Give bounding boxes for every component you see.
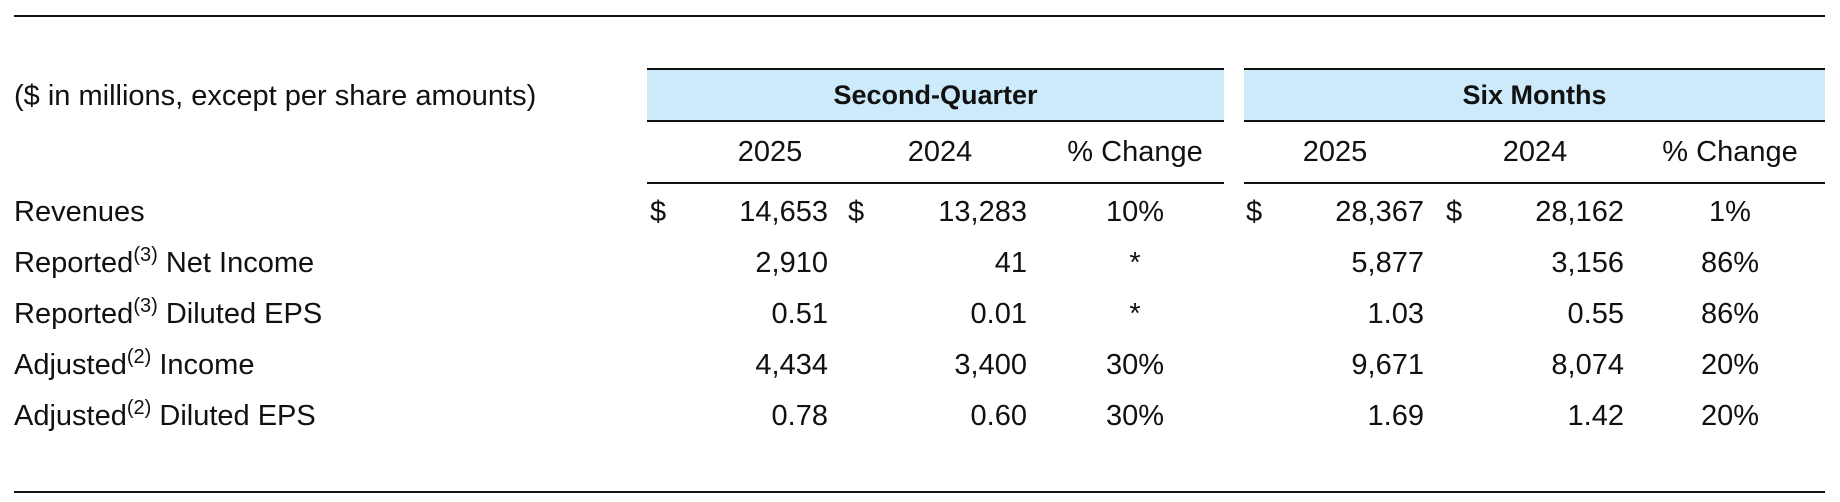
cell-s-2024: 28,162: [1535, 196, 1624, 228]
cell-q-2025: 0.51: [771, 298, 828, 330]
cell-q-2024: 3,400: [954, 349, 1027, 381]
column-header-q-2025: 2025: [737, 136, 803, 168]
units-note: ($ in millions, except per share amounts…: [14, 80, 537, 112]
table-row-adjusted-diluted-eps: Adjusted(2) Diluted EPS 0.78 0.60 30% 1.…: [0, 397, 1840, 437]
column-header-s-2024: 2024: [1502, 136, 1568, 168]
currency-symbol: $: [1246, 196, 1263, 228]
cell-q-pct-change: 10%: [1105, 196, 1165, 228]
header-rule-second-quarter: [647, 182, 1224, 184]
currency-symbol: $: [650, 196, 667, 228]
footnote-ref: (3): [133, 295, 158, 317]
cell-s-2025: 1.03: [1367, 298, 1424, 330]
cell-s-pct-change: 20%: [1700, 400, 1760, 432]
cell-s-2024: 0.55: [1567, 298, 1624, 330]
column-header-s-pct-change: % Change: [1662, 136, 1798, 168]
cell-q-pct-change: *: [1129, 247, 1141, 279]
currency-symbol: $: [1446, 196, 1463, 228]
bottom-rule: [14, 491, 1825, 493]
row-label: Revenues: [14, 196, 145, 228]
footnote-ref: (2): [126, 346, 152, 368]
table-row-reported-net-income: Reported(3) Net Income 2,910 41 * 5,877 …: [0, 244, 1840, 284]
cell-q-2025: 14,653: [739, 196, 828, 228]
cell-s-2025: 9,671: [1351, 349, 1424, 381]
row-label: Reported(3) Diluted EPS: [14, 295, 323, 330]
column-header-q-2024: 2024: [907, 136, 973, 168]
cell-q-pct-change: 30%: [1105, 400, 1165, 432]
cell-q-2025: 4,434: [755, 349, 828, 381]
cell-q-pct-change: 30%: [1105, 349, 1165, 381]
row-label: Adjusted(2) Diluted EPS: [14, 397, 316, 432]
cell-q-pct-change: *: [1129, 298, 1141, 330]
cell-s-2025: 28,367: [1335, 196, 1424, 228]
currency-symbol: $: [848, 196, 865, 228]
cell-s-pct-change: 1%: [1709, 196, 1751, 228]
cell-s-2024: 8,074: [1551, 349, 1624, 381]
row-label: Reported(3) Net Income: [14, 244, 315, 279]
group-header-six-months: Six Months: [1244, 68, 1825, 122]
cell-s-pct-change: 86%: [1700, 247, 1760, 279]
column-header-s-2025: 2025: [1302, 136, 1368, 168]
table-row-revenues: Revenues $ 14,653 $ 13,283 10% $ 28,367 …: [0, 193, 1840, 233]
cell-q-2024: 0.60: [970, 400, 1027, 432]
cell-s-2025: 5,877: [1351, 247, 1424, 279]
footnote-ref: (2): [126, 397, 152, 419]
cell-q-2024: 13,283: [938, 196, 1027, 228]
header-rule-six-months: [1244, 182, 1825, 184]
top-rule: [14, 15, 1825, 17]
row-label: Adjusted(2) Income: [14, 346, 255, 381]
cell-s-pct-change: 20%: [1700, 349, 1760, 381]
cell-s-2024: 1.42: [1567, 400, 1624, 432]
table-row-adjusted-income: Adjusted(2) Income 4,434 3,400 30% 9,671…: [0, 346, 1840, 386]
table-row-reported-diluted-eps: Reported(3) Diluted EPS 0.51 0.01 * 1.03…: [0, 295, 1840, 335]
cell-q-2024: 41: [994, 247, 1027, 279]
footnote-ref: (3): [133, 244, 158, 266]
cell-s-2025: 1.69: [1367, 400, 1424, 432]
cell-q-2024: 0.01: [970, 298, 1027, 330]
column-header-q-pct-change: % Change: [1067, 136, 1203, 168]
cell-s-2024: 3,156: [1551, 247, 1624, 279]
cell-s-pct-change: 86%: [1700, 298, 1760, 330]
cell-q-2025: 0.78: [771, 400, 828, 432]
cell-q-2025: 2,910: [755, 247, 828, 279]
group-header-second-quarter: Second-Quarter: [647, 68, 1224, 122]
